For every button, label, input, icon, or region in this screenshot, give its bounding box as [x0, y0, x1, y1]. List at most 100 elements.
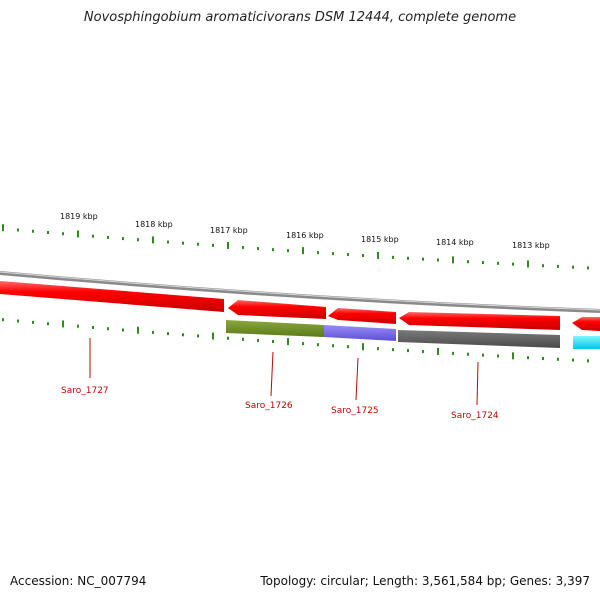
- leader-saro-1726: [270, 351, 274, 397]
- outer-minor-tick: [467, 260, 469, 264]
- outer-major-tick: [227, 241, 229, 249]
- outer-minor-tick: [137, 238, 139, 242]
- outer-minor-tick: [332, 252, 334, 256]
- inner-major-tick: [62, 320, 64, 328]
- label-saro-1727[interactable]: Saro_1727: [61, 386, 109, 396]
- leader-saro-1724: [476, 361, 479, 406]
- gene-saro-1725[interactable]: [324, 325, 396, 341]
- scale-labels: 1819 kbp 1818 kbp 1817 kbp 1816 kbp 1815…: [60, 212, 550, 250]
- inner-major-tick: [137, 326, 139, 334]
- inner-minor-tick: [197, 334, 199, 338]
- outer-major-tick: [77, 230, 79, 238]
- outer-major-tick: [377, 251, 379, 259]
- outer-gene-track: [0, 281, 600, 331]
- inner-gene-track: [226, 320, 600, 349]
- inner-minor-tick: [572, 358, 574, 362]
- outer-major-tick: [527, 260, 529, 268]
- outer-minor-tick: [362, 254, 364, 258]
- tick-label-1818: 1818 kbp: [135, 220, 173, 229]
- gene-red-arrow-2[interactable]: [328, 308, 396, 324]
- outer-minor-tick: [212, 243, 214, 247]
- outer-minor-tick: [107, 235, 109, 239]
- inner-minor-tick: [557, 357, 559, 361]
- gene-saro-1727[interactable]: [0, 281, 224, 312]
- outer-minor-tick: [317, 251, 319, 255]
- inner-major-tick: [512, 352, 514, 360]
- inner-minor-tick: [47, 322, 49, 326]
- outer-minor-tick: [242, 246, 244, 250]
- label-saro-1726[interactable]: Saro_1726: [245, 401, 293, 411]
- tick-label-1817: 1817 kbp: [210, 226, 248, 235]
- outer-tick-ring: [2, 224, 589, 270]
- inner-minor-tick: [317, 343, 319, 347]
- outer-major-tick: [302, 247, 304, 255]
- inner-major-tick: [212, 332, 214, 340]
- genome-summary: Topology: circular; Length: 3,561,584 bp…: [260, 574, 590, 588]
- gene-red-arrow-1[interactable]: [228, 300, 326, 319]
- outer-minor-tick: [122, 237, 124, 241]
- inner-minor-tick: [587, 359, 589, 363]
- gene-cyan[interactable]: [573, 336, 600, 349]
- outer-minor-tick: [482, 261, 484, 265]
- outer-major-tick: [2, 224, 4, 232]
- outer-minor-tick: [167, 240, 169, 244]
- inner-minor-tick: [527, 356, 529, 360]
- inner-minor-tick: [497, 354, 499, 358]
- label-saro-1724[interactable]: Saro_1724: [451, 411, 499, 421]
- outer-minor-tick: [497, 261, 499, 265]
- tick-label-1814: 1814 kbp: [436, 238, 474, 247]
- outer-major-tick: [152, 236, 154, 244]
- inner-minor-tick: [482, 353, 484, 357]
- outer-minor-tick: [392, 255, 394, 259]
- inner-minor-tick: [347, 345, 349, 349]
- inner-minor-tick: [152, 330, 154, 334]
- inner-minor-tick: [182, 333, 184, 337]
- outer-minor-tick: [92, 234, 94, 238]
- outer-minor-tick: [182, 241, 184, 245]
- inner-major-tick: [287, 338, 289, 346]
- gene-saro-1726[interactable]: [226, 320, 324, 337]
- tick-label-1819: 1819 kbp: [60, 212, 98, 221]
- outer-major-tick: [452, 256, 454, 264]
- inner-minor-tick: [377, 347, 379, 351]
- inner-major-tick: [437, 347, 439, 355]
- leader-saro-1725: [355, 357, 359, 401]
- outer-minor-tick: [17, 228, 19, 232]
- gene-saro-1724[interactable]: [398, 330, 560, 348]
- outer-minor-tick: [62, 232, 64, 236]
- inner-minor-tick: [17, 319, 19, 323]
- inner-minor-tick: [302, 342, 304, 346]
- genome-title: Novosphingobium aromaticivorans DSM 1244…: [83, 10, 517, 25]
- tick-label-1813: 1813 kbp: [512, 241, 550, 250]
- inner-minor-tick: [272, 340, 274, 344]
- outer-minor-tick: [347, 253, 349, 257]
- inner-minor-tick: [467, 352, 469, 356]
- inner-minor-tick: [407, 349, 409, 353]
- tick-label-1815: 1815 kbp: [361, 235, 399, 244]
- outer-minor-tick: [572, 265, 574, 269]
- inner-major-tick: [362, 343, 364, 351]
- outer-minor-tick: [542, 264, 544, 268]
- inner-minor-tick: [32, 320, 34, 324]
- inner-minor-tick: [167, 332, 169, 336]
- tick-label-1816: 1816 kbp: [286, 231, 324, 240]
- outer-minor-tick: [407, 256, 409, 260]
- inner-minor-tick: [227, 336, 229, 340]
- inner-minor-tick: [452, 351, 454, 355]
- inner-minor-tick: [2, 318, 4, 322]
- outer-minor-tick: [557, 264, 559, 268]
- outer-minor-tick: [257, 247, 259, 251]
- inner-minor-tick: [92, 325, 94, 329]
- label-saro-1725[interactable]: Saro_1725: [331, 406, 379, 416]
- inner-minor-tick: [257, 338, 259, 342]
- genome-backbone: [0, 271, 600, 313]
- gene-red-arrow-4[interactable]: [572, 317, 600, 331]
- gene-red-arrow-3[interactable]: [399, 312, 560, 330]
- outer-minor-tick: [32, 229, 34, 233]
- inner-minor-tick: [422, 350, 424, 354]
- inner-tick-ring: [2, 318, 589, 363]
- gene-labels: Saro_1727 Saro_1726 Saro_1725 Saro_1724: [61, 338, 499, 421]
- inner-minor-tick: [392, 348, 394, 352]
- accession-label: Accession: NC_007794: [10, 574, 147, 588]
